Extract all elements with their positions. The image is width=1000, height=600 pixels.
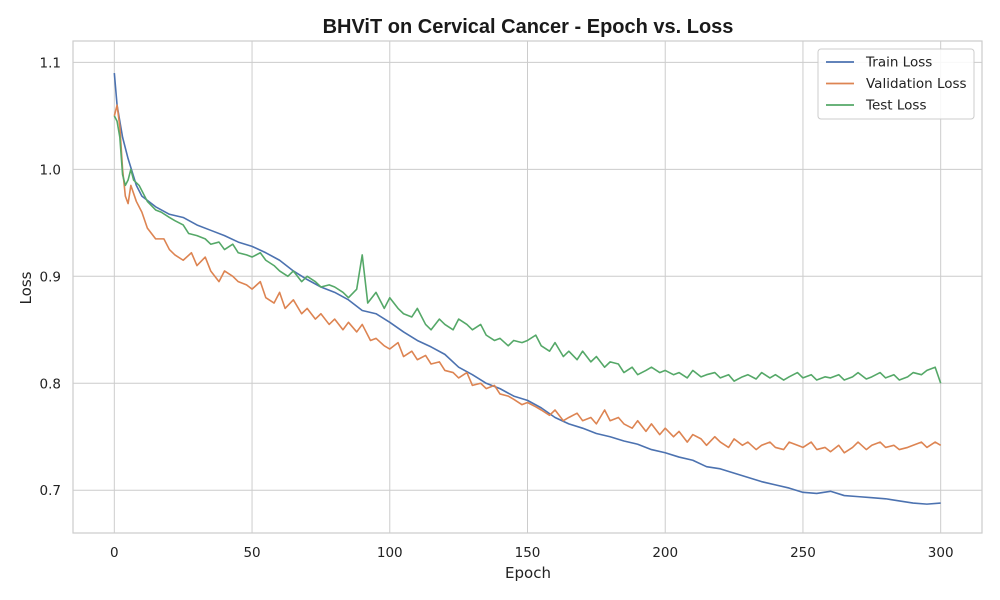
series-line-validation-loss: [113, 104, 942, 454]
series-line-test-loss: [113, 115, 942, 384]
y-tick-label: 1.1: [40, 55, 61, 71]
x-tick-label: 200: [652, 545, 678, 561]
x-tick-label: 0: [110, 545, 119, 561]
x-tick-label: 100: [377, 545, 403, 561]
x-tick-labels: 0 50 100 150 200 250 300: [110, 545, 954, 561]
x-tick-label: 300: [928, 545, 954, 561]
grid-lines: [73, 41, 982, 533]
y-axis-label: Loss: [17, 271, 35, 304]
y-tick-label: 0.7: [40, 483, 61, 499]
legend-box: [817, 48, 975, 120]
y-tick-labels: 0.7 0.8 0.9 1.0 1.1: [40, 55, 61, 499]
legend-label: Validation Loss: [866, 76, 967, 92]
legend-label: Train Loss: [865, 55, 932, 71]
legend-label: Test Loss: [865, 98, 927, 114]
x-tick-label: 250: [790, 545, 816, 561]
legend: Train Loss Validation Loss Test Loss: [817, 48, 975, 120]
plot-frame: [72, 40, 983, 534]
series-layer: [113, 73, 942, 505]
y-tick-label: 0.8: [40, 376, 61, 392]
y-tick-label: 0.9: [40, 269, 61, 285]
chart-title: BHViT on Cervical Cancer - Epoch vs. Los…: [323, 16, 734, 38]
y-tick-label: 1.0: [40, 162, 61, 178]
x-axis-label: Epoch: [505, 564, 551, 582]
x-tick-label: 150: [515, 545, 541, 561]
x-tick-label: 50: [243, 545, 260, 561]
series-line-train-loss: [113, 73, 941, 505]
